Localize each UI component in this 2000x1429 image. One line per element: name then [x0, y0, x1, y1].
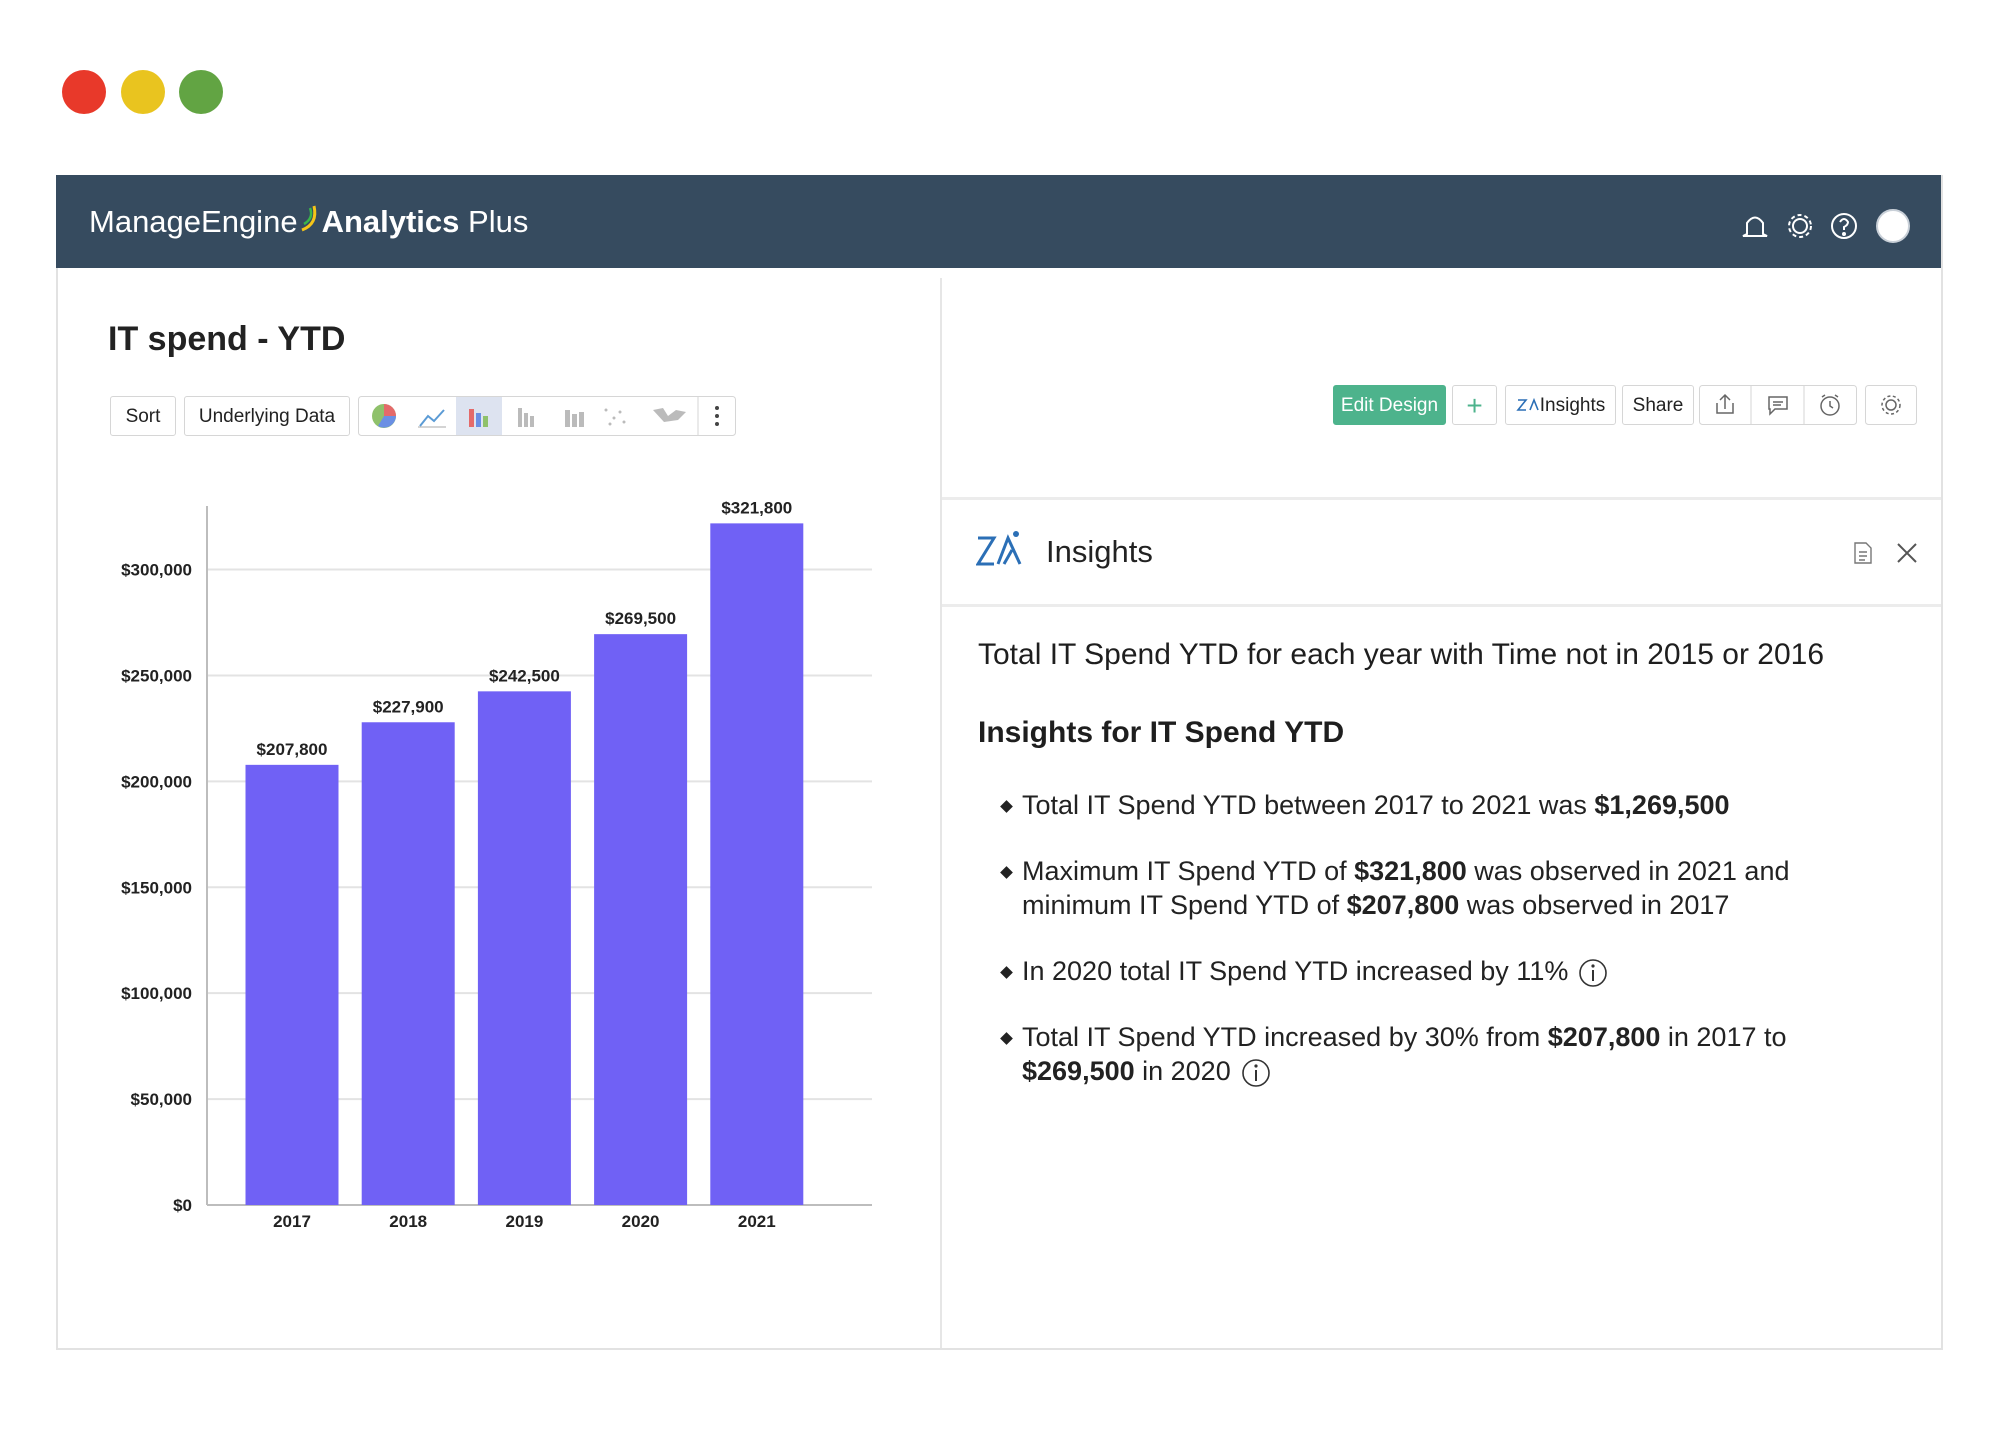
chart-title: IT spend - YTD: [108, 320, 346, 358]
brand: ManageEngine: [89, 204, 298, 239]
chart-type-toolbar: [358, 396, 736, 436]
logo-swirl: [300, 205, 316, 232]
more-icon[interactable]: [715, 406, 719, 426]
info-icon[interactable]: [1241, 1058, 1271, 1088]
avatar[interactable]: [1876, 209, 1910, 243]
edit-design-button[interactable]: Edit Design: [1333, 385, 1446, 425]
value-label: $321,800: [721, 498, 792, 517]
insights-subheading: Insights for IT Spend YTD: [978, 716, 1345, 749]
value-label: $227,900: [373, 697, 444, 716]
bar: [361, 722, 455, 1205]
chart: $0 $50,000 $100,000 $150,000 $200,000 $250,00…: [121, 498, 872, 1231]
export-icon[interactable]: [1716, 393, 1734, 414]
insights-button[interactable]: Insights: [1505, 385, 1616, 425]
bar-icon[interactable]: [469, 409, 488, 427]
zia-icon: [1516, 397, 1539, 411]
add-button[interactable]: +: [1452, 385, 1497, 425]
settings-icon[interactable]: [1792, 218, 1808, 234]
x-tick-label: 2020: [622, 1212, 660, 1231]
bullet: [1000, 800, 1013, 813]
header-icons: [1742, 209, 1910, 243]
insight-item: Total IT Spend YTD between 2017 to 2021 …: [978, 788, 1822, 822]
product: Analytics: [321, 204, 460, 239]
insight-text: Maximum IT Spend YTD of: [1022, 856, 1355, 886]
maximize-dot[interactable]: [179, 70, 223, 114]
insight-value: $269,500: [1022, 1056, 1135, 1086]
insights-heading: Total IT Spend YTD for each year with Ti…: [978, 638, 1825, 671]
y-tick-label: $300,000: [121, 561, 192, 580]
x-tick-label: 2019: [505, 1212, 543, 1231]
edition: Plus: [468, 204, 529, 239]
zia-logo: [976, 531, 1022, 566]
insights-panel-icons: [1854, 542, 1917, 564]
close-dot[interactable]: [62, 70, 106, 114]
section-divider: [942, 604, 1941, 607]
icon-toolbar: [1699, 385, 1917, 425]
comment-icon[interactable]: [1768, 396, 1788, 416]
insight-value: $1,269,500: [1594, 790, 1730, 820]
insight-text: in 2017 to: [1660, 1022, 1787, 1052]
insight-item: In 2020 total IT Spend YTD increased by …: [978, 954, 1822, 988]
minimize-dot[interactable]: [121, 70, 165, 114]
insight-text: was observed in 2021 and minimum IT Spen…: [1022, 856, 1790, 920]
info-icon[interactable]: [1578, 958, 1608, 988]
y-tick-label: $200,000: [121, 772, 192, 791]
bell-icon[interactable]: [1742, 216, 1768, 237]
help-icon[interactable]: [1831, 213, 1857, 239]
close-icon[interactable]: [1897, 543, 1917, 563]
sort-button[interactable]: Sort: [110, 396, 176, 436]
insight-value: $321,800: [1354, 856, 1467, 886]
value-label: $269,500: [605, 609, 676, 628]
share-button[interactable]: Share: [1622, 385, 1694, 425]
bar: [594, 634, 688, 1205]
value-label: $242,500: [489, 666, 560, 685]
x-tick-label: 2017: [273, 1212, 311, 1231]
bullet: [1000, 866, 1013, 879]
x-tick-label: 2021: [738, 1212, 776, 1231]
insights-label: Insights: [1539, 395, 1606, 416]
insight-text: In 2020 total IT Spend YTD increased by …: [1022, 956, 1569, 986]
insight-value: $207,800: [1547, 1022, 1661, 1052]
settings-icon[interactable]: [1885, 399, 1897, 411]
insights-title: Insights: [1046, 534, 1153, 569]
report-icon[interactable]: [1854, 542, 1872, 564]
bullet: [1000, 966, 1013, 979]
y-tick-label: $100,000: [121, 984, 192, 1003]
y-tick-label: $250,000: [121, 666, 192, 685]
pie-icon[interactable]: [372, 404, 396, 428]
insight-text: in 2020: [1134, 1056, 1231, 1086]
bar: [710, 523, 804, 1205]
insight-item: Total IT Spend YTD increased by 30% from…: [978, 1020, 1822, 1088]
value-label: $207,800: [257, 740, 328, 759]
y-tick-label: $50,000: [131, 1090, 192, 1109]
y-tick-label: $0: [173, 1196, 192, 1215]
alarm-icon[interactable]: [1820, 396, 1840, 416]
bullet: [1000, 1032, 1013, 1045]
y-tick-label: $150,000: [121, 878, 192, 897]
insights-list: Total IT Spend YTD between 2017 to 2021 …: [978, 788, 1878, 1120]
section-divider: [942, 497, 1941, 500]
insight-text: Total IT Spend YTD between 2017 to 2021 …: [1022, 790, 1595, 820]
insight-text: Total IT Spend YTD increased by 30% from: [1022, 1022, 1548, 1052]
x-tick-label: 2018: [389, 1212, 427, 1231]
insight-value: $207,800: [1346, 890, 1460, 920]
logo[interactable]: ManageEngine Analytics Plus: [89, 202, 528, 240]
line-icon[interactable]: [419, 409, 445, 427]
bar: [477, 691, 571, 1205]
underlying-data-button[interactable]: Underlying Data: [184, 396, 350, 436]
top-bar: [56, 175, 1941, 268]
insight-text: was observed in 2017: [1459, 890, 1730, 920]
panel-divider: [940, 278, 942, 1348]
bar: [245, 764, 339, 1205]
insight-item: Maximum IT Spend YTD of $321,800 was obs…: [978, 854, 1822, 922]
